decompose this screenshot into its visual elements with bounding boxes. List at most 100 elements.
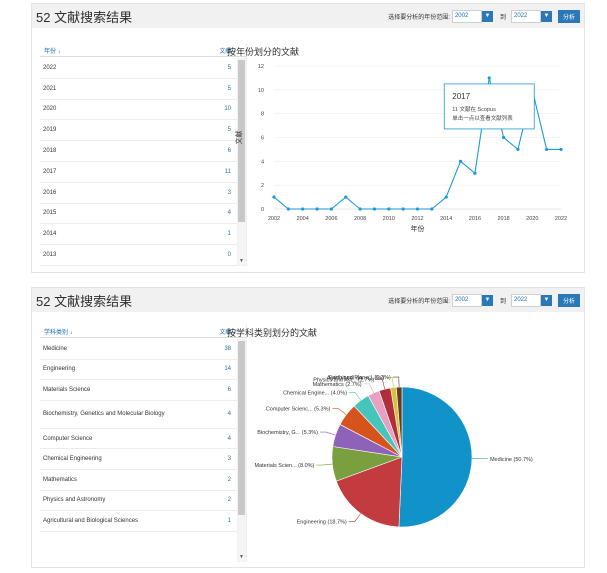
list-item[interactable]: Materials Science 6 xyxy=(40,380,237,401)
chevron-down-icon[interactable]: ▼ xyxy=(540,294,552,306)
list-item-count[interactable]: 6 xyxy=(227,386,231,393)
chevron-down-icon[interactable]: ▼ xyxy=(239,554,244,560)
list-item[interactable]: Mathematics 2 xyxy=(40,470,237,491)
data-point[interactable] xyxy=(502,135,506,140)
list-item[interactable]: Chemical Engineering 3 xyxy=(40,449,237,470)
list-item-label: Biochemistry, Genetics and Molecular Bio… xyxy=(43,411,165,418)
chevron-down-icon[interactable]: ▼ xyxy=(540,10,552,22)
list-item-count[interactable]: 1 xyxy=(227,231,231,238)
column-label: 年份 xyxy=(44,49,57,55)
data-point[interactable] xyxy=(387,207,391,211)
scrollbar-thumb[interactable] xyxy=(238,341,245,515)
data-point[interactable] xyxy=(329,207,333,211)
list-item[interactable]: 2014 1 xyxy=(40,224,237,246)
list-item-count[interactable]: 6 xyxy=(227,148,231,155)
list-item[interactable]: 2019 5 xyxy=(40,120,237,142)
subject-rows: Medicine 38 Engineering 14 Materials Science… xyxy=(40,339,237,532)
list-item-count[interactable]: 1 xyxy=(227,517,231,524)
arrow-up-icon: ↑ xyxy=(233,49,236,55)
data-point[interactable] xyxy=(358,207,362,211)
list-item[interactable]: Agricultural and Biological Sciences 1 xyxy=(40,511,237,532)
list-item-count[interactable]: 2 xyxy=(227,497,231,504)
data-point[interactable] xyxy=(559,147,563,152)
list-item-count[interactable]: 4 xyxy=(227,435,231,442)
list-item[interactable]: Biochemistry, Genetics and Molecular Bio… xyxy=(40,401,237,429)
data-point[interactable] xyxy=(430,207,434,211)
list-item-count[interactable]: 5 xyxy=(227,85,231,92)
scrollbar-thumb[interactable] xyxy=(238,60,245,223)
list-item-count[interactable]: 2 xyxy=(227,476,231,483)
list-item-count[interactable]: 5 xyxy=(227,64,231,71)
analyze-button[interactable]: 分析 xyxy=(557,293,580,307)
data-point[interactable] xyxy=(401,207,405,211)
list-item-count[interactable]: 10 xyxy=(224,106,231,113)
slice-connector xyxy=(348,513,361,522)
list-item-label: Agricultural and Biological Sciences xyxy=(43,517,139,524)
list-item-count[interactable]: 11 xyxy=(224,168,231,175)
data-point[interactable] xyxy=(458,159,463,163)
data-point[interactable] xyxy=(487,76,491,80)
subject-pie-chart: Medicine (50.7%) Engineering (18.7%) Mater… xyxy=(254,375,533,528)
chevron-down-icon[interactable]: ▼ xyxy=(239,258,244,264)
data-point[interactable] xyxy=(372,207,377,211)
pie-slice[interactable] xyxy=(398,386,473,528)
year-to-select[interactable]: 2022 xyxy=(510,9,541,23)
list-item[interactable]: 2017 11 xyxy=(40,162,237,183)
analyze-button[interactable]: 分析 xyxy=(557,9,580,23)
list-item-count[interactable]: 4 xyxy=(227,210,231,217)
sort-by-subject[interactable]: 学科类别 ↓ xyxy=(44,327,73,336)
data-point[interactable] xyxy=(444,195,448,199)
data-point[interactable] xyxy=(545,147,549,152)
data-point[interactable] xyxy=(344,195,348,199)
slice-label: Materials Scien... (8.0%) xyxy=(254,463,314,469)
list-item[interactable]: 2013 0 xyxy=(40,245,237,266)
column-count: 文献 xyxy=(219,49,232,55)
panel-header: 52 文献搜索结果 选择要分析的年份范围: 2002 ▼ 到 2022 ▼ 分析 xyxy=(32,4,584,28)
list-item-count[interactable]: 5 xyxy=(227,127,231,134)
chevron-down-icon[interactable]: ▼ xyxy=(481,294,493,306)
list-item-label: Engineering xyxy=(43,366,76,373)
list-item[interactable]: 2016 3 xyxy=(40,183,237,204)
year-from-select[interactable]: 2002 xyxy=(451,293,482,307)
list-item[interactable]: 2022 5 xyxy=(40,58,237,79)
list-item[interactable]: Computer Science 4 xyxy=(40,429,237,450)
data-point[interactable] xyxy=(415,207,420,211)
list-item-label: Chemical Engineering xyxy=(43,456,102,463)
list-item[interactable]: Engineering 14 xyxy=(40,360,237,381)
chevron-down-icon[interactable]: ▼ xyxy=(481,10,493,22)
year-range-label: 选择要分析的年份范围: xyxy=(388,14,450,21)
list-item-count[interactable]: 38 xyxy=(224,345,231,352)
slice-label: Mathematics (2.7%) xyxy=(313,382,362,388)
list-item-count[interactable]: 14 xyxy=(224,366,231,373)
data-point[interactable] xyxy=(473,171,477,175)
list-item[interactable]: 2015 4 xyxy=(40,204,237,225)
slice-label: Chemical Engine... (4.0%) xyxy=(283,390,347,396)
data-point[interactable] xyxy=(315,207,319,211)
sort-by-count[interactable]: 文献 ↓ xyxy=(219,327,236,336)
slice-connector xyxy=(316,463,333,466)
list-item-count[interactable]: 0 xyxy=(227,252,231,259)
list-item-count[interactable]: 4 xyxy=(227,411,231,418)
pie-slice[interactable] xyxy=(335,456,403,528)
list-item[interactable]: Physics and Astronomy 2 xyxy=(40,491,237,512)
list-item-count[interactable]: 3 xyxy=(227,189,231,196)
list-item-count[interactable]: 3 xyxy=(227,456,231,463)
list-item-label: Medicine xyxy=(43,345,68,352)
sort-by-year[interactable]: 年份 ↓ xyxy=(44,46,61,55)
data-point[interactable] xyxy=(516,147,520,152)
data-point[interactable] xyxy=(272,195,276,199)
list-item-label: 2020 xyxy=(43,106,57,113)
sort-by-count[interactable]: 文献 ↑ xyxy=(219,46,236,55)
list-item[interactable]: Medicine 38 xyxy=(40,339,237,360)
scrollbar[interactable]: ▼ xyxy=(237,339,246,562)
data-point[interactable] xyxy=(286,207,290,211)
list-item[interactable]: 2018 6 xyxy=(40,141,237,162)
year-to-select[interactable]: 2022 xyxy=(510,293,541,307)
pie-slice[interactable] xyxy=(395,386,403,458)
list-item[interactable]: 2020 10 xyxy=(40,100,237,121)
x-tick-label: 2002 xyxy=(268,216,280,222)
year-from-select[interactable]: 2002 xyxy=(451,9,482,23)
list-item[interactable]: 2021 5 xyxy=(40,79,237,100)
scrollbar[interactable]: ▼ xyxy=(237,58,246,266)
data-point[interactable] xyxy=(301,207,305,211)
